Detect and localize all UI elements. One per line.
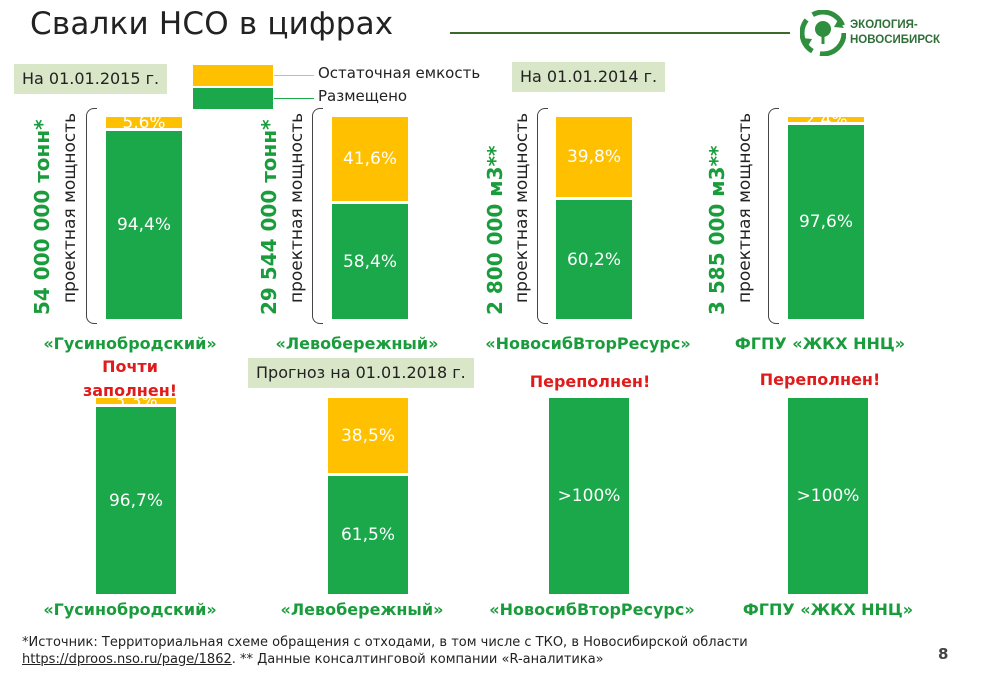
capacity-label-0: 54 000 000 тонн* <box>30 119 54 315</box>
logo-line1: ЭКОЛОГИЯ- <box>850 19 918 31</box>
bottom-bar-0: 3,3% 96,7% <box>95 391 177 595</box>
capacity-caption-2: проектная мощность <box>512 112 532 303</box>
capacity-bracket-2 <box>537 108 548 324</box>
title-underline <box>450 32 790 34</box>
logo-text: ЭКОЛОГИЯ- НОВОСИБИРСК <box>850 18 940 48</box>
legend-label-remaining: Остаточная емкость <box>318 64 481 82</box>
capacity-bracket-1 <box>312 108 323 324</box>
capacity-caption-1: проектная мощность <box>287 112 307 303</box>
top-category-label-1: «Левобережный» <box>275 334 439 353</box>
capacity-caption-0: проектная мощность <box>60 112 80 303</box>
top-bar-1: 41,6% 58,4% <box>331 116 409 320</box>
footer-link[interactable]: https://dproos.nso.ru/page/1862 <box>22 652 232 667</box>
top-bar-placed-0: 94,4% <box>106 131 182 319</box>
bottom-bar-placed-0: 96,7% <box>96 407 176 594</box>
logo-line2: НОВОСИБИРСК <box>850 34 941 46</box>
legend-line-remaining <box>274 75 314 76</box>
footer-second-line: https://dproos.nso.ru/page/1862. ** Данн… <box>22 651 748 668</box>
bottom-category-label-1: «Левобережный» <box>280 600 444 619</box>
top-bar-3: 2,4% 97,6% <box>787 110 865 320</box>
bottom-bar-placed-2: >100% <box>549 398 629 594</box>
legend-swatch-placed <box>193 88 273 109</box>
top-bar-remaining-0: 5,6% <box>106 113 182 133</box>
status-label-2: Переполнен! <box>529 372 651 391</box>
date-label-2015: На 01.01.2015 г. <box>14 64 168 94</box>
capacity-label-2: 2 800 000 м3** <box>483 145 507 315</box>
top-bar-remaining-3: 2,4% <box>788 110 864 130</box>
top-category-label-2: «НовосибВторРесурс» <box>485 334 691 353</box>
top-bar-placed-3: 97,6% <box>788 125 864 319</box>
capacity-bracket-3 <box>768 108 779 324</box>
bottom-bar-placed-1: 61,5% <box>328 476 408 594</box>
bottom-bar-placed-3: >100% <box>788 398 868 594</box>
date-label-forecast: Прогноз на 01.01.2018 г. <box>248 358 474 388</box>
footer: *Источник: Территориальная схеме обращен… <box>22 634 748 668</box>
legend-swatch-remaining <box>193 65 273 86</box>
footer-note: . ** Данные консалтинговой компании «R-а… <box>231 652 604 667</box>
capacity-label-1: 29 544 000 тонн* <box>257 119 281 315</box>
bottom-bar-2: >100% <box>548 397 630 595</box>
bottom-bar-3: >100% <box>787 397 869 595</box>
bottom-category-label-0: «Гусинобродский» <box>43 600 217 619</box>
bottom-category-label-2: «НовосибВторРесурс» <box>489 600 695 619</box>
capacity-bracket-0 <box>86 108 97 324</box>
recycle-tree-icon <box>800 10 846 56</box>
logo <box>800 10 960 62</box>
bottom-category-label-3: ФГПУ «ЖКХ ННЦ» <box>742 600 914 619</box>
top-bar-2: 39,8% 60,2% <box>555 116 633 320</box>
bottom-bar-remaining-1: 38,5% <box>328 398 408 473</box>
top-category-label-3: ФГПУ «ЖКХ ННЦ» <box>734 334 906 353</box>
status-label-3: Переполнен! <box>759 370 881 389</box>
legend-line-placed <box>274 98 314 99</box>
legend-label-placed: Размещено <box>318 87 408 105</box>
top-bar-remaining-2: 39,8% <box>556 117 632 197</box>
capacity-label-3: 3 585 000 м3** <box>705 145 729 315</box>
bottom-bar-1: 38,5% 61,5% <box>327 397 409 595</box>
top-bar-placed-2: 60,2% <box>556 200 632 319</box>
page-title: Свалки НСО в цифрах <box>30 6 394 42</box>
top-category-label-0: «Гусинобродский» <box>43 334 217 353</box>
status-label-0: Почти заполнен! <box>82 357 178 400</box>
page-number: 8 <box>938 645 949 663</box>
top-bar-0: 5,6% 94,4% <box>105 113 183 320</box>
top-bar-placed-1: 58,4% <box>332 204 408 319</box>
top-bar-remaining-1: 41,6% <box>332 117 408 201</box>
capacity-caption-3: проектная мощность <box>735 112 755 303</box>
footer-source: *Источник: Территориальная схеме обращен… <box>22 635 748 650</box>
date-label-2014: На 01.01.2014 г. <box>512 62 666 92</box>
